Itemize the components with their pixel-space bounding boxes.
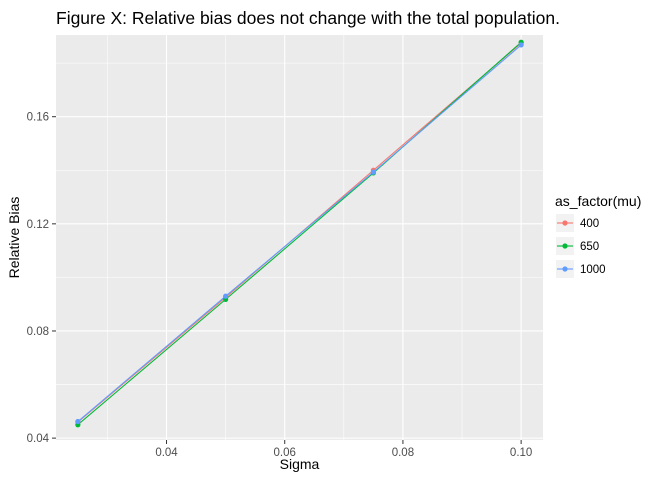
major-grid — [56, 35, 543, 440]
series-1000-point — [518, 42, 524, 48]
y-axis: 0.04 0.08 0.12 0.16 — [27, 112, 56, 445]
chart-title: Figure X: Relative bias does not change … — [56, 8, 560, 28]
legend-item-400: 400 — [556, 214, 599, 232]
y-tick-label: 0.04 — [27, 433, 50, 445]
legend-items: 400 650 1000 — [556, 214, 606, 278]
legend-label: 400 — [580, 218, 599, 230]
y-tick-label: 0.16 — [27, 112, 49, 124]
x-axis: 0.04 0.06 0.08 0.10 — [155, 440, 532, 459]
legend: as_factor(mu) 400 650 1000 — [555, 193, 641, 278]
series-layer — [75, 39, 524, 428]
x-tick-label: 0.06 — [274, 447, 296, 459]
x-tick-label: 0.10 — [510, 447, 532, 459]
series-650-line — [77, 41, 522, 426]
x-axis-title: Sigma — [280, 456, 320, 472]
legend-key-point — [562, 243, 568, 249]
legend-item-650: 650 — [556, 237, 599, 255]
minor-grid — [56, 35, 543, 440]
series-1000-point — [75, 418, 81, 425]
y-tick-label: 0.12 — [27, 219, 49, 231]
legend-label: 650 — [580, 241, 599, 253]
x-tick-label: 0.08 — [392, 447, 414, 459]
legend-key-point — [562, 266, 568, 272]
x-tick-label: 0.04 — [155, 447, 178, 459]
series-1000-line — [77, 44, 522, 422]
y-axis-title: Relative Bias — [6, 197, 22, 279]
series-1000-point — [370, 169, 376, 175]
legend-label: 1000 — [580, 264, 606, 276]
legend-key-point — [562, 220, 568, 226]
y-tick-label: 0.08 — [27, 326, 49, 338]
legend-title: as_factor(mu) — [555, 193, 641, 209]
series-1000-point — [223, 293, 229, 299]
legend-item-1000: 1000 — [556, 260, 606, 278]
